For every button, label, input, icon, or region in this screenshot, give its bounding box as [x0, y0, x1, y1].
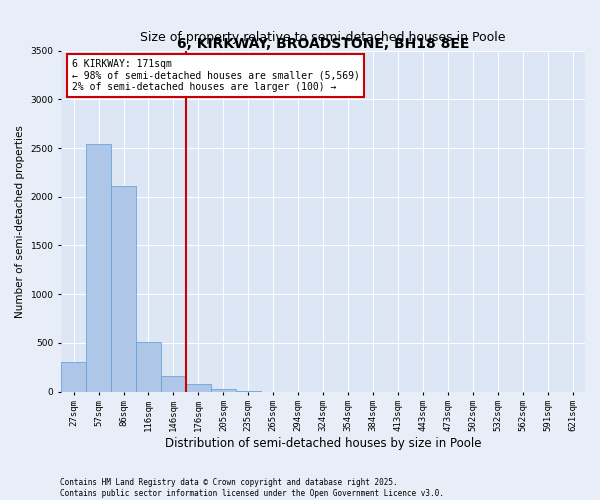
Title: 6, KIRKWAY, BROADSTONE, BH18 8EE: 6, KIRKWAY, BROADSTONE, BH18 8EE: [177, 36, 469, 51]
Text: Contains HM Land Registry data © Crown copyright and database right 2025.
Contai: Contains HM Land Registry data © Crown c…: [60, 478, 444, 498]
X-axis label: Distribution of semi-detached houses by size in Poole: Distribution of semi-detached houses by …: [165, 437, 481, 450]
Bar: [61, 362, 86, 392]
Text: Size of property relative to semi-detached houses in Poole: Size of property relative to semi-detach…: [140, 31, 506, 44]
Y-axis label: Number of semi-detached properties: Number of semi-detached properties: [15, 124, 25, 318]
Bar: [111, 186, 136, 392]
Bar: [136, 342, 161, 392]
Bar: [186, 384, 211, 392]
Bar: [211, 388, 236, 392]
Bar: [86, 144, 111, 392]
Text: 6 KIRKWAY: 171sqm
← 98% of semi-detached houses are smaller (5,569)
2% of semi-d: 6 KIRKWAY: 171sqm ← 98% of semi-detached…: [71, 59, 359, 92]
Bar: [161, 376, 186, 392]
